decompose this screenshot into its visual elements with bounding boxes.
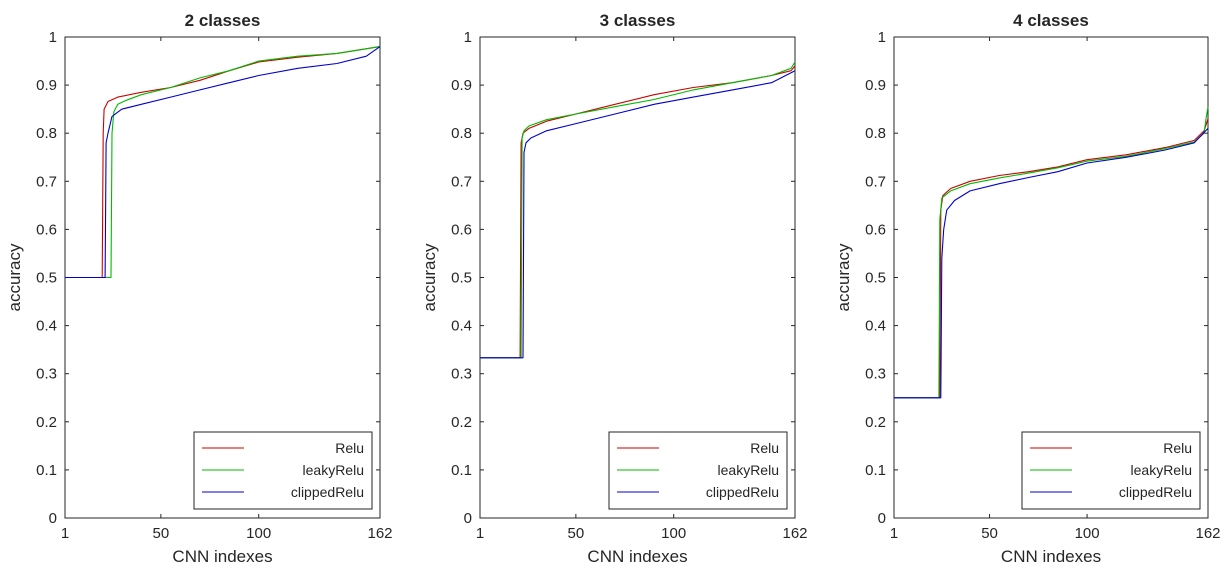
chart-panel-1: 2 classes 0 0.1 0.2 0.3 0.4 0.5 0.6 0.7 0.8 0.9 1 1 5… [5,11,393,566]
x-axis-label: CNN indexes [1001,547,1101,566]
y-tick-label: 0.4 [451,318,472,335]
legend-entry: clippedRelu [706,484,779,500]
series-line-Relu [480,65,796,359]
series-line-leakyRelu [65,46,381,279]
series-line-clippedRelu [480,70,796,359]
chart-panel-2: 3 classes 0 0.1 0.2 0.3 0.4 0.5 0.6 0.7 0.8 0.9 1 1 5… [420,11,808,566]
y-tick-label: 0.5 [865,270,886,287]
y-tick-label: 0.4 [36,318,57,335]
series-line-clippedRelu [894,128,1209,399]
y-tick-label: 0 [49,510,57,527]
x-tick-label: 1 [61,525,69,542]
y-tick-label: 0.8 [451,125,472,142]
x-tick-label: 50 [981,525,998,542]
legend-entry: leakyRelu [718,462,779,478]
y-tick-label: 1 [49,29,57,46]
y-tick-label: 0.3 [865,366,886,383]
y-tick-label: 0.5 [36,270,57,287]
legend: Relu leakyRelu clippedRelu [608,431,788,510]
y-tick-label: 0.9 [865,77,886,94]
y-tick-label: 0.2 [451,414,472,431]
y-tick-label: 0.3 [36,366,57,383]
legend-entry: Relu [750,440,779,456]
legend: Relu leakyRelu clippedRelu [193,431,373,510]
x-axis-label: CNN indexes [587,547,687,566]
legend-entry: Relu [1163,440,1192,456]
legend: Relu leakyRelu clippedRelu [1021,431,1201,510]
legend-entry: leakyRelu [303,462,364,478]
y-tick-label: 0.8 [865,125,886,142]
chart-title: 2 classes [185,11,261,30]
y-tick-label: 0 [878,510,886,527]
y-tick-label: 0.1 [451,462,472,479]
y-tick-label: 0.4 [865,318,886,335]
y-tick-label: 0.9 [36,77,57,94]
legend-entry: clippedRelu [1119,484,1192,500]
x-tick-label: 50 [568,525,585,542]
series-line-Relu [65,46,381,279]
y-tick-label: 0.7 [36,173,57,190]
y-tick-label: 0.7 [451,173,472,190]
y-tick-label: 0.9 [451,77,472,94]
y-tick-label: 0.3 [451,366,472,383]
y-tick-label: 0 [464,510,472,527]
x-tick-label: 100 [661,525,686,542]
y-axis-label: accuracy [834,243,853,312]
legend-entry: leakyRelu [1131,462,1192,478]
series-line-leakyRelu [480,61,796,359]
y-tick-label: 0.7 [865,173,886,190]
y-tick-label: 0.5 [451,270,472,287]
y-axis-label: accuracy [5,243,24,312]
legend-entry: Relu [335,440,364,456]
x-tick-label: 50 [153,525,170,542]
chart-title: 4 classes [1013,11,1089,30]
chart-title: 3 classes [600,11,676,30]
y-tick-label: 0.1 [36,462,57,479]
x-tick-label: 162 [1195,525,1220,542]
chart-panel-3: 4 classes 0 0.1 0.2 0.3 0.4 0.5 0.6 0.7 0.8 0.9 1 1 5… [834,11,1221,566]
series-line-clippedRelu [65,46,381,279]
y-tick-label: 0.2 [865,414,886,431]
y-tick-label: 0.2 [36,414,57,431]
y-tick-label: 1 [464,29,472,46]
x-tick-label: 162 [367,525,392,542]
x-tick-label: 100 [1075,525,1100,542]
legend-entry: clippedRelu [291,484,364,500]
x-tick-label: 1 [476,525,484,542]
y-tick-label: 0.6 [865,221,886,238]
x-tick-label: 100 [246,525,271,542]
y-tick-label: 0.6 [451,221,472,238]
y-tick-label: 0.6 [36,221,57,238]
y-axis-label: accuracy [420,243,439,312]
x-tick-label: 162 [782,525,807,542]
x-axis-label: CNN indexes [172,547,272,566]
y-tick-label: 0.8 [36,125,57,142]
x-tick-label: 1 [890,525,898,542]
y-tick-label: 1 [878,29,886,46]
y-tick-label: 0.1 [865,462,886,479]
